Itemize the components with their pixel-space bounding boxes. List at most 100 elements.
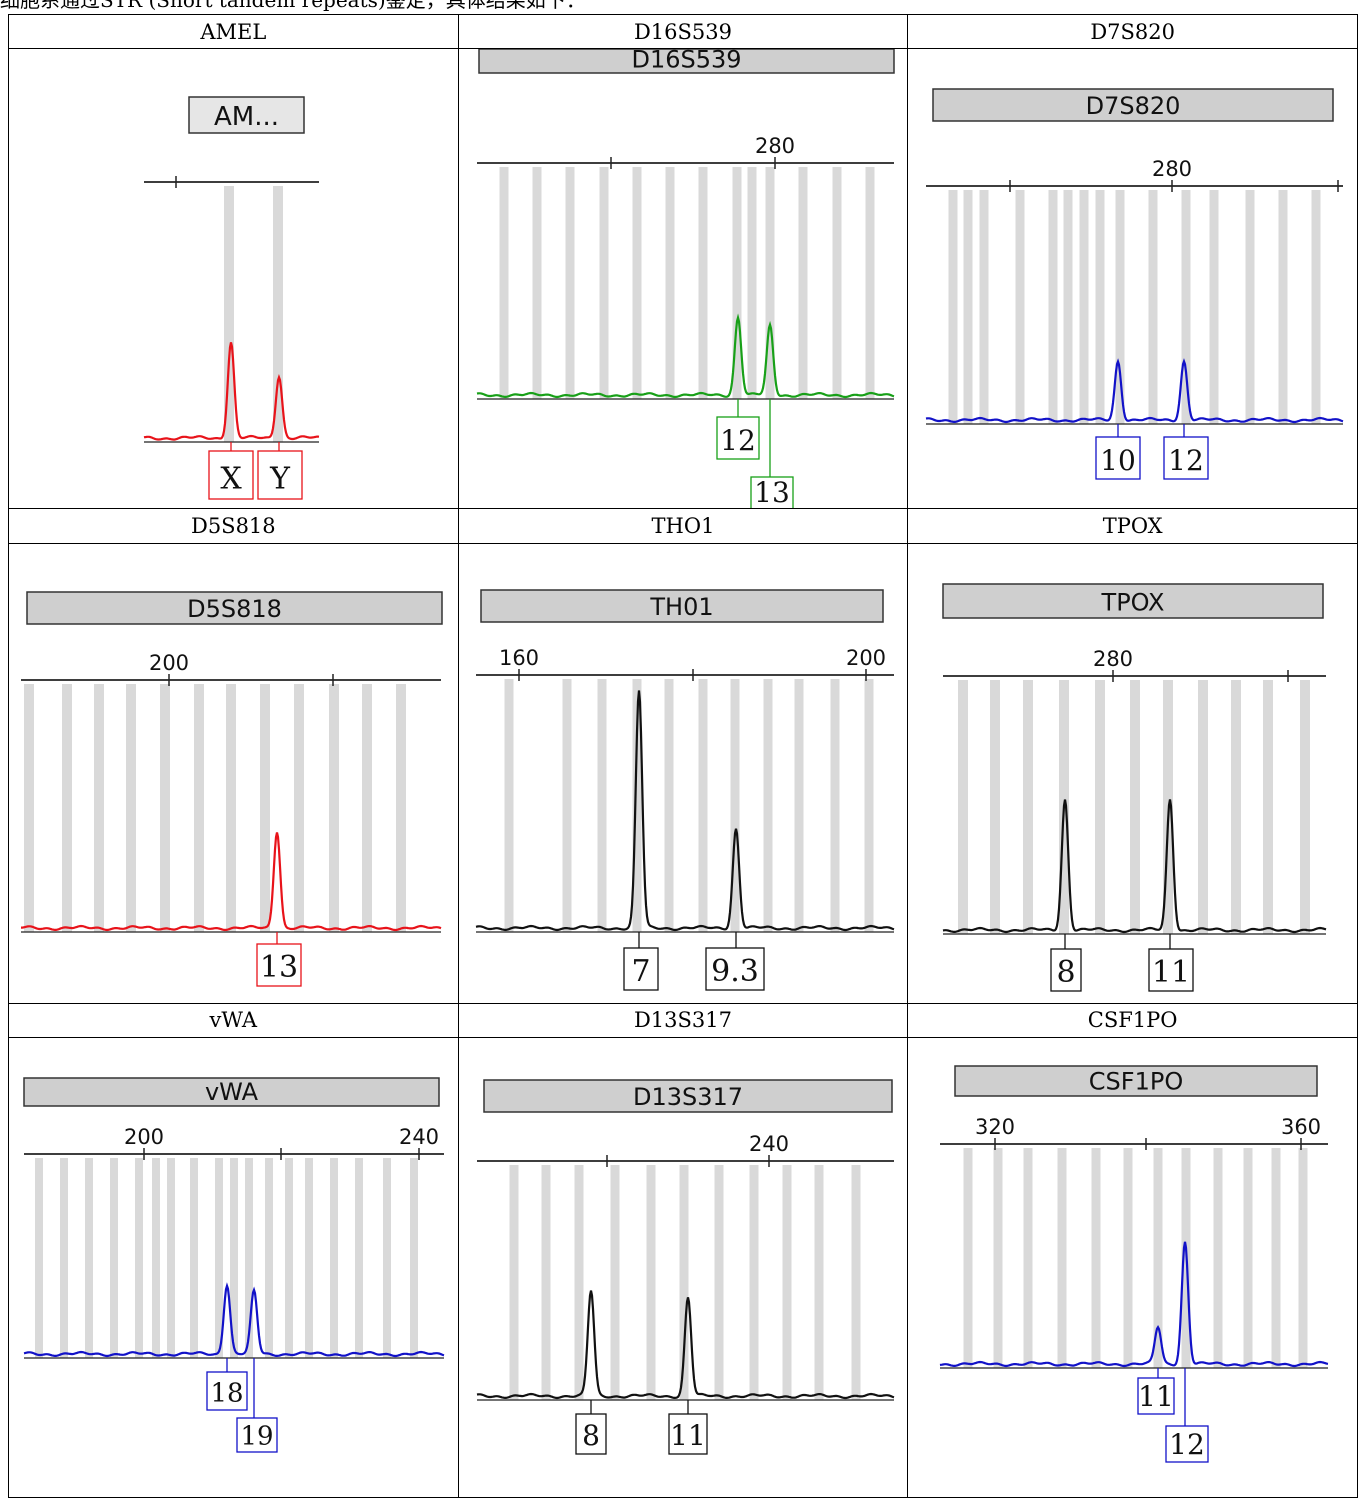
allele-bin bbox=[814, 1164, 824, 1400]
allele-bin bbox=[864, 678, 874, 932]
allele-label-box bbox=[236, 1417, 278, 1453]
allele-bin bbox=[714, 1164, 724, 1400]
allele-bin bbox=[597, 678, 607, 932]
allele-bin bbox=[110, 1157, 118, 1358]
allele-bin bbox=[230, 1157, 238, 1358]
marker-title: D16S539 bbox=[631, 49, 741, 74]
allele-bin bbox=[499, 167, 509, 400]
header-tho1: THO1 bbox=[457, 508, 909, 544]
allele-bin bbox=[832, 167, 842, 400]
allele-bin bbox=[126, 683, 136, 932]
allele-bin bbox=[226, 683, 236, 932]
allele-bin bbox=[610, 1164, 620, 1400]
allele-bin bbox=[167, 1157, 175, 1358]
allele-bin bbox=[574, 1164, 584, 1400]
allele-label-box bbox=[1163, 436, 1209, 480]
allele-label-box bbox=[1050, 947, 1082, 992]
allele-label-box bbox=[1165, 1425, 1209, 1463]
header-csf1po: CSF1PO bbox=[907, 1002, 1358, 1038]
allele-bin bbox=[1123, 1147, 1133, 1368]
allele-label-box bbox=[1095, 436, 1141, 480]
marker-title: AM... bbox=[214, 102, 279, 132]
allele-bin bbox=[62, 683, 72, 932]
cell-tpox: TPOX 280 8 11 bbox=[907, 542, 1358, 1004]
marker-title-box bbox=[477, 49, 895, 75]
allele-bin bbox=[1243, 1147, 1253, 1368]
allele-bin bbox=[190, 1157, 198, 1358]
allele-label-box bbox=[256, 942, 302, 987]
allele-bin bbox=[305, 1157, 313, 1358]
allele-bin bbox=[1023, 679, 1034, 934]
allele-label-box bbox=[705, 946, 765, 991]
allele-label: 11 bbox=[1152, 954, 1190, 989]
allele-bin bbox=[355, 1157, 363, 1358]
allele-bin bbox=[273, 186, 283, 443]
trace-line bbox=[476, 1290, 894, 1400]
allele-label: 13 bbox=[260, 949, 298, 984]
allele-bin bbox=[1023, 1147, 1033, 1368]
allele-bin bbox=[94, 683, 104, 932]
str-results-table: AMEL D16S539 D7S820 AM... X Y D16S539 280 12… bbox=[8, 13, 1358, 1499]
allele-bin bbox=[1115, 190, 1125, 425]
allele-label: 12 bbox=[720, 424, 756, 457]
trace-line bbox=[476, 313, 894, 399]
allele-bin bbox=[1245, 190, 1255, 425]
allele-bin bbox=[410, 1157, 418, 1358]
cell-amel: AM... X Y bbox=[8, 48, 459, 510]
allele-bin bbox=[509, 1164, 519, 1400]
allele-bin bbox=[1263, 679, 1274, 934]
allele-bin bbox=[329, 683, 339, 932]
marker-title-box bbox=[482, 1079, 893, 1113]
allele-bin bbox=[599, 167, 609, 400]
allele-bin bbox=[294, 683, 304, 932]
header-row-2: D5S818 THO1 TPOX bbox=[8, 508, 1358, 544]
allele-bin bbox=[1057, 1147, 1067, 1368]
allele-bin bbox=[665, 167, 675, 400]
allele-bin bbox=[160, 683, 170, 932]
ruler-tick-label: 280 bbox=[1152, 157, 1192, 181]
allele-bin bbox=[35, 1157, 43, 1358]
allele-bin bbox=[732, 167, 742, 400]
allele-bin bbox=[260, 683, 270, 932]
ruler-tick-label: 240 bbox=[749, 1132, 789, 1156]
header-d16s539: D16S539 bbox=[457, 13, 909, 50]
header-row-1: AMEL D16S539 D7S820 bbox=[8, 13, 1358, 50]
allele-bin bbox=[730, 678, 740, 932]
marker-title: TH01 bbox=[649, 593, 713, 621]
cell-d13s317: D13S317 240 8 11 bbox=[457, 1036, 909, 1499]
electropherogram-d16s539: D16S539 280 12 13 bbox=[476, 49, 895, 508]
allele-label-box bbox=[668, 1413, 708, 1455]
marker-title-box bbox=[942, 582, 1325, 619]
allele-bin bbox=[245, 1157, 253, 1358]
marker-title-box bbox=[26, 590, 443, 625]
allele-label-box bbox=[623, 946, 659, 991]
allele-bin bbox=[632, 167, 642, 400]
allele-bin bbox=[664, 678, 674, 932]
allele-bin bbox=[330, 1157, 338, 1358]
allele-bin bbox=[1198, 679, 1209, 934]
allele-bin bbox=[798, 167, 808, 400]
allele-bin bbox=[1079, 190, 1089, 425]
allele-bin bbox=[152, 1157, 160, 1358]
allele-bin bbox=[679, 1164, 689, 1400]
allele-bin bbox=[830, 678, 840, 932]
marker-title: CSF1PO bbox=[1089, 1067, 1183, 1095]
allele-bin bbox=[765, 167, 775, 400]
marker-title: vWA bbox=[205, 1078, 259, 1106]
cell-d7s820: D7S820 280 10 12 bbox=[907, 48, 1358, 510]
allele-bin bbox=[85, 1157, 93, 1358]
electropherogram-amel: AM... X Y bbox=[143, 96, 320, 500]
header-d13s317: D13S317 bbox=[457, 1002, 909, 1038]
header-amel: AMEL bbox=[8, 13, 459, 50]
allele-bin bbox=[963, 190, 973, 425]
allele-label: 8 bbox=[1057, 954, 1076, 989]
ruler-tick-label: 200 bbox=[149, 651, 189, 675]
caption: 细胞系通过STR (Short tandem repeats)鉴定，具体结果如下… bbox=[0, 0, 586, 12]
allele-bin bbox=[1231, 679, 1242, 934]
trace-line bbox=[926, 358, 1344, 424]
allele-bin bbox=[979, 190, 989, 425]
header-d5s818: D5S818 bbox=[8, 508, 459, 544]
trace-line bbox=[143, 342, 320, 442]
allele-label-box bbox=[716, 416, 760, 460]
